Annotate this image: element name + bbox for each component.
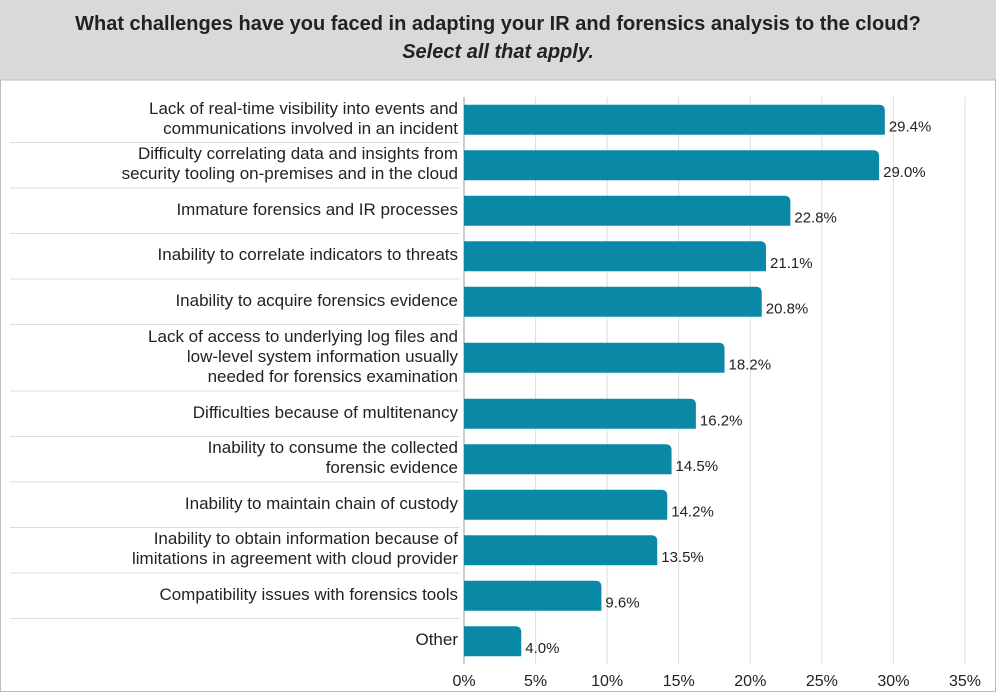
- x-tick-label: 10%: [591, 673, 623, 690]
- category-label: Inability to correlate indicators to thr…: [157, 245, 458, 265]
- category-label: Compatibility issues with forensics tool…: [159, 584, 458, 604]
- value-label: 21.1%: [770, 255, 813, 272]
- bar: [464, 195, 791, 226]
- category-label: Other: [415, 630, 458, 650]
- value-label: 14.5%: [676, 458, 719, 475]
- value-label: 29.0%: [883, 164, 926, 181]
- value-label: 16.2%: [700, 413, 743, 430]
- category-label: Inability to obtain information because …: [132, 529, 458, 569]
- bar: [464, 626, 522, 657]
- header: What challenges have you faced in adapti…: [0, 0, 996, 80]
- bar: [464, 489, 668, 520]
- chart-title: What challenges have you faced in adapti…: [75, 13, 921, 35]
- category-label: Inability to acquire forensics evidence: [175, 290, 458, 310]
- bar: [464, 104, 885, 135]
- x-tick-label: 5%: [524, 673, 547, 690]
- bar: [464, 444, 672, 475]
- value-label: 18.2%: [729, 357, 772, 374]
- bar: [464, 241, 767, 272]
- category-label: Inability to maintain chain of custody: [184, 493, 458, 513]
- value-label: 9.6%: [605, 595, 639, 612]
- category-label: Lack of real-time visibility into events…: [149, 98, 458, 138]
- x-tick-label: 0%: [452, 673, 475, 690]
- bar: [464, 398, 696, 429]
- bar: [464, 535, 658, 566]
- bar: [464, 286, 762, 317]
- bar: [464, 342, 725, 373]
- value-label: 13.5%: [661, 549, 704, 566]
- x-tick-label: 35%: [949, 673, 981, 690]
- category-label: Immature forensics and IR processes: [176, 199, 458, 219]
- value-label: 22.8%: [794, 210, 837, 227]
- value-label: 20.8%: [766, 301, 809, 318]
- category-label: Inability to consume the collected foren…: [207, 438, 458, 478]
- value-label: 14.2%: [671, 504, 714, 521]
- value-label: 4.0%: [525, 640, 559, 657]
- chart-subtitle: Select all that apply.: [402, 41, 594, 63]
- x-tick-label: 25%: [806, 673, 838, 690]
- bar: [464, 150, 880, 181]
- value-label: 29.4%: [889, 119, 932, 136]
- category-label: Lack of access to underlying log files a…: [148, 326, 458, 386]
- bar: [464, 580, 602, 611]
- x-tick-label: 30%: [877, 673, 909, 690]
- category-label: Difficulty correlating data and insights…: [121, 144, 458, 184]
- category-label: Difficulties because of multitenancy: [192, 402, 458, 422]
- x-tick-label: 20%: [734, 673, 766, 690]
- x-tick-label: 15%: [663, 673, 695, 690]
